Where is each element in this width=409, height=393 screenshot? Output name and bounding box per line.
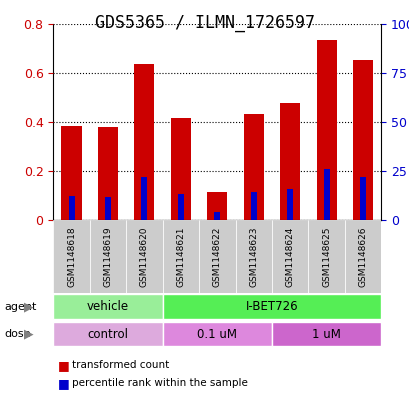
Text: ■: ■ xyxy=(57,359,69,372)
Text: GSM1148623: GSM1148623 xyxy=(249,226,258,286)
Bar xyxy=(214,212,220,220)
FancyBboxPatch shape xyxy=(235,220,271,293)
Text: GSM1148622: GSM1148622 xyxy=(212,226,221,286)
Bar xyxy=(286,189,292,220)
Bar xyxy=(134,64,154,220)
Bar xyxy=(352,61,372,220)
Text: GSM1148626: GSM1148626 xyxy=(358,226,367,286)
Text: ▶: ▶ xyxy=(24,327,34,341)
Bar xyxy=(323,169,329,220)
Text: GSM1148618: GSM1148618 xyxy=(67,226,76,287)
Text: control: control xyxy=(87,327,128,341)
FancyBboxPatch shape xyxy=(271,220,308,293)
Text: GDS5365 / ILMN_1726597: GDS5365 / ILMN_1726597 xyxy=(95,14,314,32)
FancyBboxPatch shape xyxy=(126,220,162,293)
Bar xyxy=(171,118,191,220)
FancyBboxPatch shape xyxy=(162,321,271,347)
Bar xyxy=(207,192,227,220)
Text: GSM1148619: GSM1148619 xyxy=(103,226,112,287)
FancyBboxPatch shape xyxy=(162,294,380,319)
Text: GSM1148625: GSM1148625 xyxy=(321,226,330,286)
Text: vehicle: vehicle xyxy=(87,300,129,313)
Bar xyxy=(98,127,118,220)
FancyBboxPatch shape xyxy=(199,220,235,293)
FancyBboxPatch shape xyxy=(308,220,344,293)
Bar xyxy=(61,125,81,220)
Text: ▶: ▶ xyxy=(24,300,34,313)
Text: GSM1148620: GSM1148620 xyxy=(139,226,148,286)
FancyBboxPatch shape xyxy=(344,220,380,293)
Text: dose: dose xyxy=(4,329,31,339)
Text: percentile rank within the sample: percentile rank within the sample xyxy=(72,378,247,388)
Bar xyxy=(105,196,111,220)
Text: I-BET726: I-BET726 xyxy=(245,300,298,313)
Text: transformed count: transformed count xyxy=(72,360,169,371)
Bar xyxy=(250,191,256,220)
FancyBboxPatch shape xyxy=(90,220,126,293)
Text: GSM1148624: GSM1148624 xyxy=(285,226,294,286)
FancyBboxPatch shape xyxy=(271,321,380,347)
Text: ■: ■ xyxy=(57,376,69,390)
FancyBboxPatch shape xyxy=(53,321,162,347)
FancyBboxPatch shape xyxy=(53,294,162,319)
Bar xyxy=(359,177,365,220)
FancyBboxPatch shape xyxy=(162,220,199,293)
Text: 1 uM: 1 uM xyxy=(311,327,340,341)
Text: 0.1 uM: 0.1 uM xyxy=(197,327,237,341)
Bar xyxy=(68,195,74,220)
Text: agent: agent xyxy=(4,301,36,312)
Bar xyxy=(279,103,299,220)
Bar xyxy=(316,40,336,220)
Bar xyxy=(141,177,147,220)
Text: GSM1148621: GSM1148621 xyxy=(176,226,185,286)
Bar xyxy=(178,193,183,220)
Bar xyxy=(243,114,263,220)
FancyBboxPatch shape xyxy=(53,220,90,293)
